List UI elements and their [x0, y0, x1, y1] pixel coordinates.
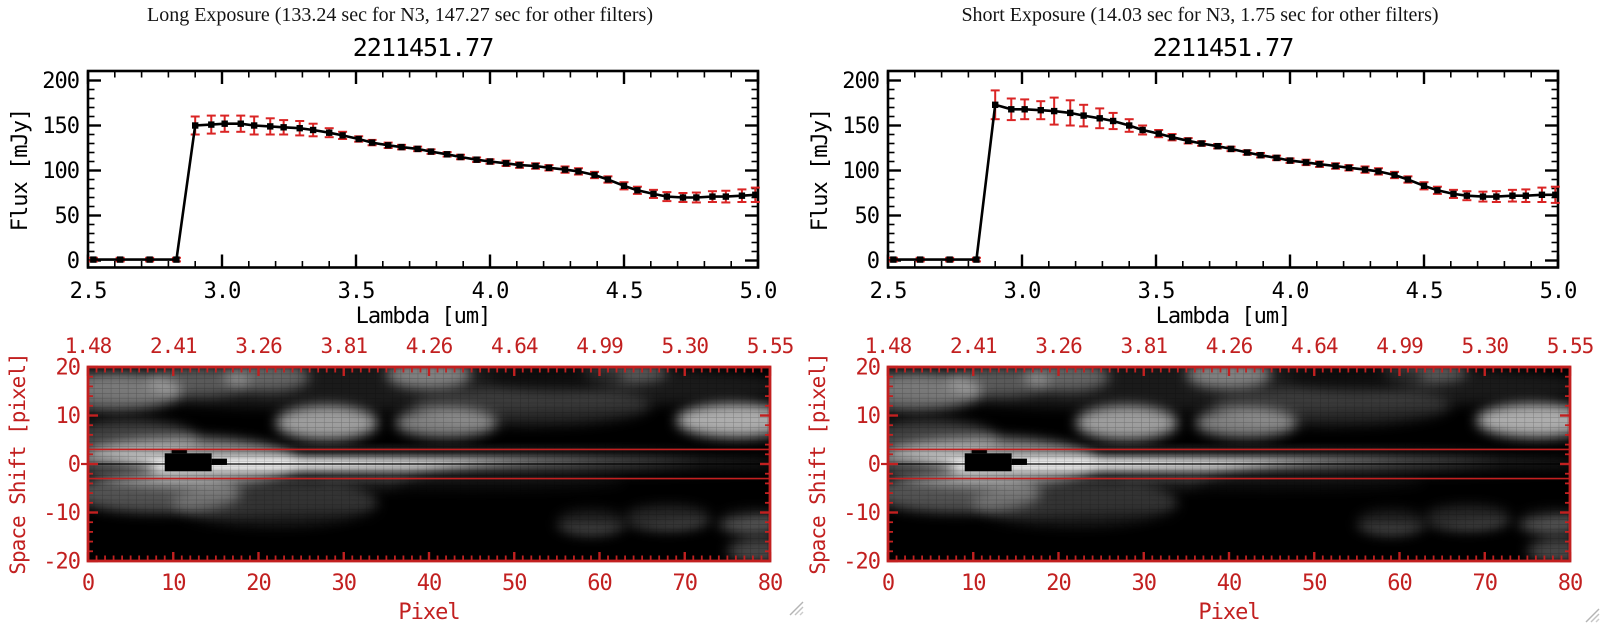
svg-text:200: 200 — [842, 69, 879, 94]
flux-spectrum-chart: 2.5 3.0 3.5 4.0 4.5 5.0 0 50 100 150 200 Lambda [um… — [808, 69, 1577, 329]
window-short-exposure: Short Exposure (14.03 sec for N3, 1.75 s… — [800, 0, 1600, 630]
svg-text:50: 50 — [1302, 571, 1327, 596]
svg-text:3.5: 3.5 — [338, 279, 375, 304]
svg-text:70: 70 — [673, 571, 698, 596]
svg-text:2.5: 2.5 — [70, 279, 107, 304]
svg-text:20: 20 — [856, 356, 881, 381]
svg-text:4.64: 4.64 — [491, 334, 538, 358]
svg-text:0: 0 — [67, 249, 79, 274]
svg-text:5.0: 5.0 — [1540, 279, 1577, 304]
svg-text:50: 50 — [502, 571, 527, 596]
plot-title: 2211451.77 — [1152, 33, 1295, 62]
svg-text:3.0: 3.0 — [1004, 279, 1041, 304]
svg-text:Lambda [um]: Lambda [um] — [1156, 304, 1291, 329]
svg-text:150: 150 — [42, 114, 79, 139]
svg-text:70: 70 — [1473, 571, 1498, 596]
svg-text:50: 50 — [55, 204, 80, 229]
svg-text:40: 40 — [1217, 571, 1242, 596]
svg-text:4.0: 4.0 — [1272, 279, 1309, 304]
svg-text:3.26: 3.26 — [1035, 334, 1082, 358]
window-title: Short Exposure (14.03 sec for N3, 1.75 s… — [961, 4, 1439, 26]
svg-text:2.5: 2.5 — [870, 279, 907, 304]
svg-text:2.41: 2.41 — [150, 334, 197, 358]
svg-text:1.48: 1.48 — [865, 334, 912, 358]
svg-text:2.41: 2.41 — [950, 334, 997, 358]
resize-grip-icon[interactable] — [787, 599, 804, 616]
svg-text:1.48: 1.48 — [65, 334, 112, 358]
svg-text:3.81: 3.81 — [320, 334, 367, 358]
svg-text:4.0: 4.0 — [472, 279, 509, 304]
svg-text:0: 0 — [882, 571, 894, 596]
svg-text:Pixel: Pixel — [398, 600, 459, 625]
svg-text:20: 20 — [246, 571, 271, 596]
svg-text:4.64: 4.64 — [1291, 334, 1338, 358]
svg-text:Lambda [um]: Lambda [um] — [356, 304, 491, 329]
svg-text:4.5: 4.5 — [1406, 279, 1443, 304]
flux-spectrum-chart: 2.5 3.0 3.5 4.0 4.5 5.0 0 50 100 150 200 Lambda [um… — [8, 69, 777, 329]
svg-text:60: 60 — [587, 571, 612, 596]
spectral-image-chart: 1.48 2.41 3.26 3.81 4.26 4.64 4.99 5.30 5.55 20 10… — [806, 334, 1594, 625]
svg-text:10: 10 — [161, 571, 186, 596]
svg-text:-20: -20 — [43, 550, 80, 575]
svg-text:50: 50 — [855, 204, 880, 229]
svg-text:100: 100 — [42, 159, 79, 184]
svg-text:4.99: 4.99 — [576, 334, 623, 358]
svg-text:3.0: 3.0 — [204, 279, 241, 304]
resize-grip-icon[interactable] — [1583, 606, 1600, 623]
svg-text:0: 0 — [868, 453, 880, 478]
svg-text:80: 80 — [1558, 571, 1583, 596]
svg-text:3.26: 3.26 — [235, 334, 282, 358]
svg-text:5.30: 5.30 — [661, 334, 708, 358]
svg-text:4.26: 4.26 — [1206, 334, 1253, 358]
svg-text:-20: -20 — [843, 550, 880, 575]
svg-text:10: 10 — [856, 404, 881, 429]
svg-text:-10: -10 — [843, 501, 880, 526]
svg-text:60: 60 — [1387, 571, 1412, 596]
svg-text:5.0: 5.0 — [740, 279, 777, 304]
svg-text:-10: -10 — [43, 501, 80, 526]
svg-text:20: 20 — [1046, 571, 1071, 596]
svg-text:30: 30 — [332, 571, 357, 596]
svg-text:150: 150 — [842, 114, 879, 139]
window-long-exposure: Long Exposure (133.24 sec for N3, 147.27… — [6, 4, 804, 625]
svg-text:10: 10 — [961, 571, 986, 596]
svg-text:20: 20 — [56, 356, 81, 381]
svg-text:10: 10 — [56, 404, 81, 429]
plot-title: 2211451.77 — [352, 33, 495, 62]
svg-text:3.5: 3.5 — [1138, 279, 1175, 304]
spectral-image-chart: 1.48 2.41 3.26 3.81 4.26 4.64 4.99 5.30 5.55 20 10… — [6, 334, 794, 625]
svg-text:4.5: 4.5 — [606, 279, 643, 304]
svg-text:0: 0 — [82, 571, 94, 596]
svg-text:0: 0 — [867, 249, 879, 274]
svg-text:5.55: 5.55 — [1547, 334, 1594, 358]
svg-text:5.55: 5.55 — [747, 334, 794, 358]
svg-text:Flux [mJy]: Flux [mJy] — [8, 109, 33, 231]
svg-text:Pixel: Pixel — [1198, 600, 1259, 625]
svg-text:Space Shift [pixel]: Space Shift [pixel] — [806, 353, 830, 574]
svg-text:30: 30 — [1132, 571, 1157, 596]
svg-text:Space Shift [pixel]: Space Shift [pixel] — [6, 353, 30, 574]
svg-text:0: 0 — [68, 453, 80, 478]
svg-text:4.26: 4.26 — [406, 334, 453, 358]
svg-text:4.99: 4.99 — [1376, 334, 1423, 358]
svg-text:3.81: 3.81 — [1120, 334, 1167, 358]
svg-text:100: 100 — [842, 159, 879, 184]
svg-text:200: 200 — [42, 69, 79, 94]
svg-text:Flux [mJy]: Flux [mJy] — [808, 109, 833, 231]
svg-text:40: 40 — [417, 571, 442, 596]
svg-text:5.30: 5.30 — [1461, 334, 1508, 358]
svg-text:80: 80 — [758, 571, 783, 596]
window-title: Long Exposure (133.24 sec for N3, 147.27… — [147, 4, 653, 26]
